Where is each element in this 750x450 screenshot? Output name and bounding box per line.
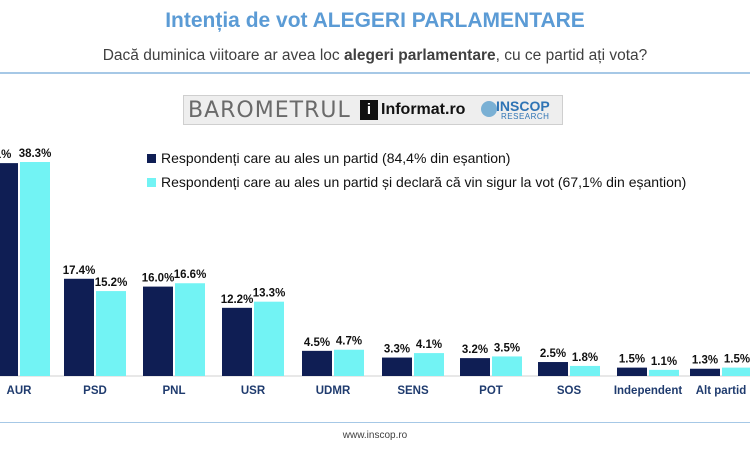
- data-label-udmr-series-2: 4.7%: [336, 336, 362, 348]
- data-label-aur-series-1: 1%: [0, 149, 11, 161]
- category-label-psd: PSD: [83, 385, 107, 397]
- category-label-aur: AUR: [7, 385, 33, 397]
- legend-label-series-1: Respondenți care au ales un partid (84,4…: [161, 150, 511, 166]
- data-label-sos-series-2: 1.8%: [572, 352, 598, 364]
- category-label-pot: POT: [479, 385, 503, 397]
- informat-logo-text: Informat.ro: [381, 101, 466, 118]
- data-label-pnl-series-1: 16.0%: [142, 273, 175, 285]
- bar-chart: 1% 38.3% AUR 17.4%15.2% PSD 16.0%16.6% PNL 12.2…: [0, 148, 750, 397]
- subtitle-text-end: , cu ce partid ați vota?: [495, 47, 648, 64]
- bar-independent-series-2: [649, 369, 679, 376]
- bar-pnl-series-1: [143, 286, 173, 376]
- bar-usr-series-1: [222, 307, 252, 376]
- legend-label-series-2: Respondenți care au ales un partid și de…: [161, 174, 687, 190]
- inscop-logo-icon: [481, 101, 497, 117]
- bar-psd-series-1: [64, 278, 94, 376]
- bar-usr-series-2: [254, 301, 284, 376]
- data-label-udmr-series-1: 4.5%: [304, 337, 330, 349]
- subtitle-text-start: Dacă duminica viitoare ar avea loc: [102, 47, 344, 64]
- bar-aur-series-2: [20, 162, 50, 376]
- data-label-usr-series-2: 13.3%: [253, 288, 286, 300]
- bar-psd-series-2: [96, 291, 126, 376]
- bar-pot-series-1: [460, 358, 490, 376]
- data-label-sens-series-2: 4.1%: [416, 339, 442, 351]
- category-label-independent: Independent: [614, 385, 683, 397]
- data-label-usr-series-1: 12.2%: [221, 294, 254, 306]
- research-logo-text: RESEARCH: [501, 112, 550, 121]
- bar-sos-series-1: [538, 362, 568, 376]
- inscop-logo-text: INSCOP: [496, 98, 550, 114]
- chart-subtitle: Dacă duminica viitoare ar avea loc alege…: [0, 47, 750, 65]
- informat-logo-icon: i: [360, 100, 378, 120]
- bar-sos-series-2: [570, 365, 600, 376]
- category-label-sens: SENS: [397, 385, 429, 397]
- data-label-independent-series-1: 1.5%: [619, 354, 645, 366]
- top-divider: [0, 72, 750, 74]
- data-label-alt-partid-series-1: 1.3%: [692, 355, 718, 367]
- category-label-alt-partid: Alt partid: [696, 385, 746, 397]
- chart-title: Intenția de vot ALEGERI PARLAMENTARE: [165, 9, 585, 32]
- data-label-aur-series-2: 38.3%: [19, 148, 52, 160]
- barometrul-logo-text: BAROMETRUL: [188, 98, 351, 123]
- data-label-sos-series-1: 2.5%: [540, 348, 566, 360]
- bottom-divider: [0, 422, 750, 423]
- bar-pot-series-2: [492, 356, 522, 376]
- bar-alt-partid-series-2: [722, 367, 750, 376]
- data-label-pot-series-1: 3.2%: [462, 344, 488, 356]
- bar-sens-series-2: [414, 353, 444, 376]
- data-label-psd-series-1: 17.4%: [63, 265, 96, 277]
- data-label-alt-partid-series-2: 1.5%: [724, 354, 750, 366]
- category-label-udmr: UDMR: [316, 385, 351, 397]
- data-label-sens-series-1: 3.3%: [384, 344, 410, 356]
- subtitle-text-bold: alegeri parlamentare: [343, 47, 496, 64]
- bar-independent-series-1: [617, 367, 647, 376]
- category-label-usr: USR: [241, 385, 266, 397]
- footer-url: www.inscop.ro: [342, 430, 408, 441]
- data-label-psd-series-2: 15.2%: [95, 277, 128, 289]
- bar-udmr-series-1: [302, 350, 332, 376]
- bar-pnl-series-2: [175, 283, 205, 376]
- legend-swatch-series-2: [147, 178, 156, 187]
- data-label-independent-series-2: 1.1%: [651, 356, 677, 368]
- legend-swatch-series-1: [147, 154, 156, 163]
- data-label-pot-series-2: 3.5%: [494, 342, 520, 354]
- barometer-banner: BAROMETRUL i Informat.ro INSCOP RESEARCH: [183, 95, 563, 125]
- category-label-sos: SOS: [557, 385, 582, 397]
- bar-udmr-series-2: [334, 349, 364, 376]
- bar-alt-partid-series-1: [690, 368, 720, 376]
- bar-aur-series-1: [0, 163, 18, 376]
- category-label-pnl: PNL: [163, 385, 186, 397]
- bar-sens-series-1: [382, 357, 412, 376]
- data-label-pnl-series-2: 16.6%: [174, 269, 207, 281]
